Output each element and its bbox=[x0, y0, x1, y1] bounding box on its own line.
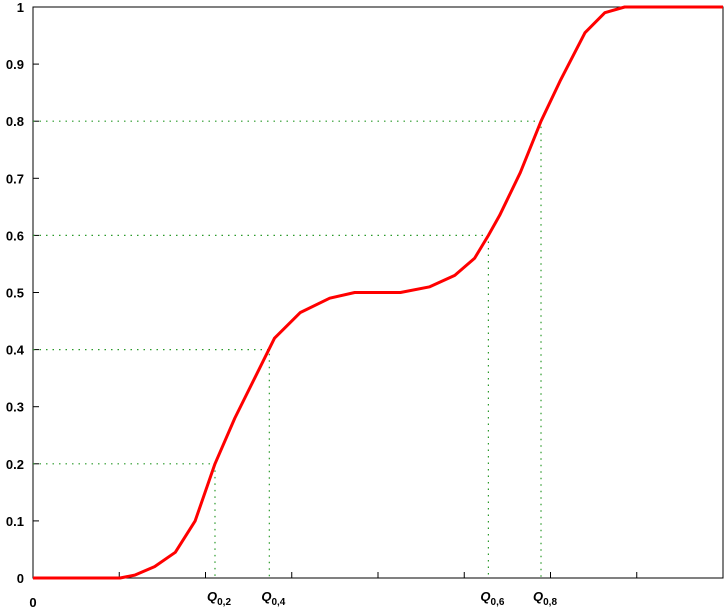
quantile-guide bbox=[33, 349, 270, 578]
quantile-label: Q0,2 bbox=[207, 589, 231, 608]
quantile-symbol: Q bbox=[261, 589, 271, 604]
quantile-subscript: 0,6 bbox=[491, 597, 505, 608]
y-tick-label: 0.1 bbox=[6, 514, 24, 529]
quantile-symbol: Q bbox=[207, 589, 217, 604]
quantile-guide bbox=[33, 120, 542, 578]
x-tick-label: 0 bbox=[29, 595, 36, 609]
quantile-guide bbox=[33, 463, 216, 578]
quantile-subscript: 0,4 bbox=[271, 597, 285, 608]
y-tick-label: 1 bbox=[17, 0, 24, 15]
y-tick-label: 0.5 bbox=[6, 286, 24, 301]
y-tick-label: 0 bbox=[17, 571, 24, 586]
y-tick-label: 0.8 bbox=[6, 114, 24, 129]
y-tick-label: 0.6 bbox=[6, 228, 24, 243]
quantile-label: Q0,4 bbox=[261, 589, 285, 608]
quantile-subscript: 0,2 bbox=[217, 597, 231, 608]
quantile-subscript: 0,8 bbox=[543, 597, 557, 608]
y-tick-label: 0.9 bbox=[6, 57, 24, 72]
quantile-symbol: Q bbox=[480, 589, 490, 604]
quantile-label: Q0,6 bbox=[480, 589, 504, 608]
y-tick-label: 0.4 bbox=[6, 343, 25, 358]
y-tick-label: 0.7 bbox=[6, 171, 24, 186]
quantile-symbol: Q bbox=[533, 589, 543, 604]
y-tick-label: 0.3 bbox=[6, 400, 24, 415]
quantile-label: Q0,8 bbox=[533, 589, 557, 608]
quantile-guide bbox=[33, 234, 489, 578]
cdf-line bbox=[33, 5, 723, 580]
y-tick-label: 0.2 bbox=[6, 457, 24, 472]
